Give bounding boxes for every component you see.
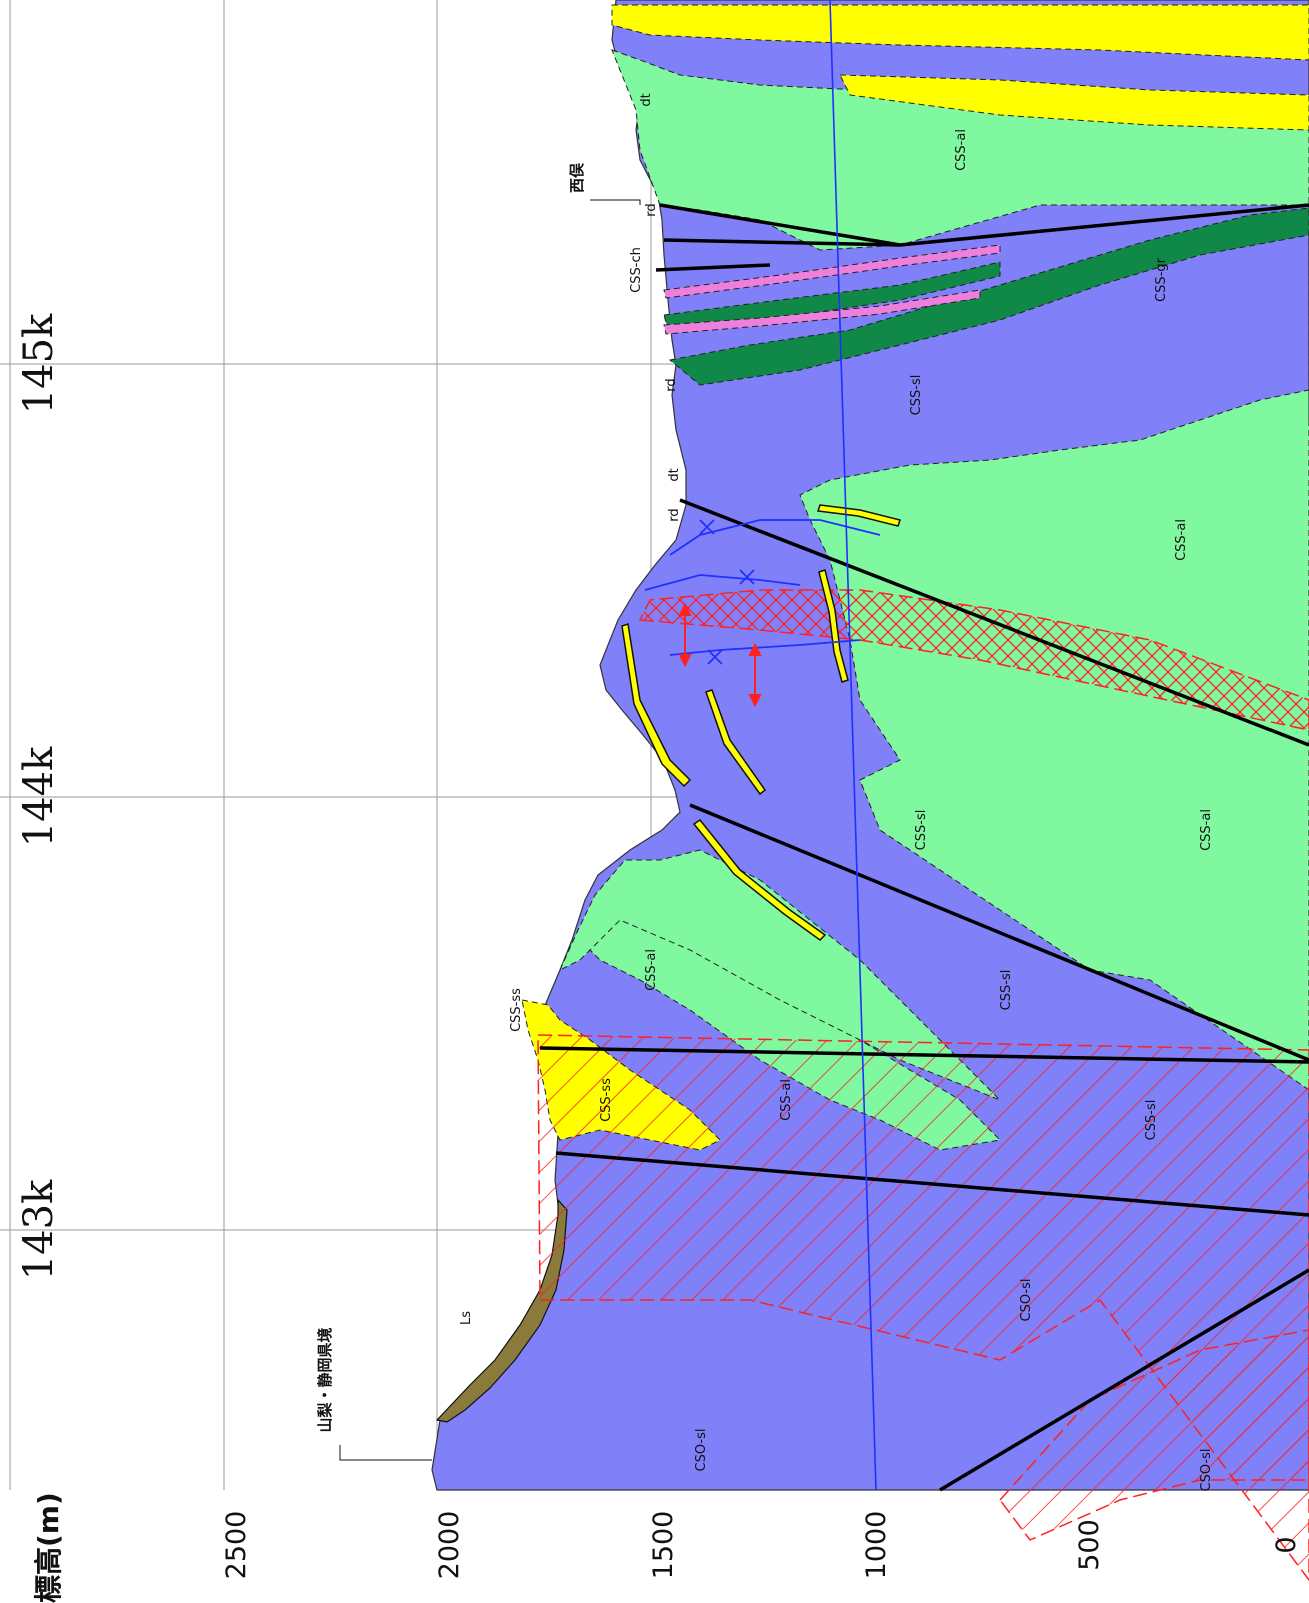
- axis-tick-1500: 1500: [648, 1511, 679, 1580]
- station-144k-group: 144k: [16, 746, 62, 847]
- cso-sl-top-group: CSO-sl: [694, 1429, 709, 1472]
- css-sl-b-group: CSS-sl: [999, 970, 1014, 1011]
- unit-rd-a: rd: [644, 203, 659, 216]
- unit-css-al-e: CSS-al: [954, 129, 969, 171]
- unit-css-gr: CSS-gr: [1154, 257, 1169, 302]
- sandstone-band-2: [839, 74, 1309, 131]
- rd-c-group: rd: [667, 508, 682, 521]
- chert-band-2: [663, 289, 981, 335]
- unit-labels: CSO-sl CSO-sl CSO-sl CSS-ss CSS-ss CSS-a…: [459, 93, 1214, 1491]
- nishimata-leader: [590, 199, 641, 205]
- axis-tick-2000: 2000: [434, 1511, 465, 1580]
- greenrock-band-1: [668, 207, 1309, 386]
- station-145k-group: 145k: [16, 313, 62, 414]
- station-143k-group: 143k: [16, 1179, 62, 1280]
- tunnel-alignment: [829, 0, 877, 1491]
- dt-a-group: dt: [639, 93, 654, 106]
- axis-title-group: 標高(m): [32, 1492, 65, 1603]
- unit-ls: Ls: [459, 1311, 474, 1325]
- css-sl-d-group: CSS-sl: [909, 375, 924, 416]
- unit-css-sl-a: CSS-sl: [914, 810, 929, 851]
- axis-title: 標高(m): [32, 1492, 65, 1603]
- station-145k: 145k: [16, 313, 62, 414]
- faults: [539, 203, 1309, 1492]
- rd-a-group: rd: [644, 203, 659, 216]
- nishimata-label: 西俣: [568, 162, 586, 193]
- unit-css-sl-d: CSS-sl: [909, 375, 924, 416]
- sandstone-lens-5: [816, 504, 901, 527]
- css-ch-group: CSS-ch: [629, 247, 644, 293]
- css-al-c-group: CSS-al: [1199, 809, 1214, 851]
- unit-dt-b: dt: [667, 468, 682, 481]
- boundary-label-group: 山梨・静岡県境: [316, 1327, 334, 1432]
- unit-rd-c: rd: [667, 508, 682, 521]
- geology-fills: [431, 0, 1309, 1582]
- fracture-zone-lower: [999, 1329, 1309, 1541]
- css-al-e-group: CSS-al: [954, 129, 969, 171]
- cso-sl-mid-group: CSO-sl: [1019, 1279, 1034, 1322]
- unit-css-al-c: CSS-al: [1199, 809, 1214, 851]
- axis-tick-1500-group: 1500: [648, 1511, 679, 1580]
- axis-tick-1000-group: 1000: [861, 1511, 892, 1580]
- sandstone-lens-4: [818, 569, 849, 683]
- fracture-zone-large: [537, 1034, 1309, 1582]
- unit-css-al-a: CSS-al: [644, 949, 659, 991]
- axis-tick-500-group: 500: [1074, 1519, 1105, 1571]
- greenstone-surface: [558, 849, 1001, 1101]
- css-sl-c-group: CSS-sl: [1144, 1100, 1159, 1141]
- unit-cso-sl-mid: CSO-sl: [1019, 1279, 1034, 1322]
- sandstone-lens-2: [705, 689, 767, 796]
- vergence-arrows: [678, 602, 762, 708]
- css-gr-group: CSS-gr: [1154, 257, 1169, 302]
- axis-tick-2500: 2500: [221, 1511, 252, 1580]
- axis-tick-500: 500: [1074, 1519, 1105, 1571]
- unit-css-sl-c: CSS-sl: [1144, 1100, 1159, 1141]
- unit-css-al-b: CSS-al: [779, 1079, 794, 1121]
- station-143k: 143k: [16, 1179, 62, 1280]
- unit-css-ss-label: CSS-ss: [509, 988, 524, 1032]
- boundary-leader: [339, 1445, 432, 1461]
- unit-css-ch: CSS-ch: [629, 247, 644, 293]
- dt-b-group: dt: [667, 468, 682, 481]
- nishimata-label-group: 西俣: [568, 162, 586, 193]
- rd-b-group: rd: [664, 378, 679, 391]
- css-al-a-group: CSS-al: [644, 949, 659, 991]
- station-144k: 144k: [16, 746, 62, 847]
- css-ss-inner-group: CSS-ss: [599, 1078, 614, 1122]
- prefecture-boundary-label: 山梨・静岡県境: [316, 1327, 334, 1432]
- css-al-d-group: CSS-al: [1174, 519, 1189, 561]
- css-sl-a-group: CSS-sl: [914, 810, 929, 851]
- css-ss-label-group: CSS-ss: [509, 988, 524, 1032]
- chert-band-1: [663, 244, 1001, 299]
- sandstone-lens-1: [621, 623, 692, 788]
- sandstone-band-1: [611, 4, 1309, 61]
- unit-css-ss-inner: CSS-ss: [599, 1078, 614, 1122]
- unit-dt-a: dt: [639, 93, 654, 106]
- unit-cso-sl-bottom: CSO-sl: [1199, 1449, 1214, 1492]
- axis-tick-0: 0: [1271, 1536, 1302, 1553]
- css-al-b-group: CSS-al: [779, 1079, 794, 1121]
- ls-group: Ls: [459, 1311, 474, 1325]
- unit-rd-b: rd: [664, 378, 679, 391]
- axis-tick-2500-group: 2500: [221, 1511, 252, 1580]
- cso-sl-bottom-group: CSO-sl: [1199, 1449, 1214, 1492]
- unit-css-sl-b: CSS-sl: [999, 970, 1014, 1011]
- sandstone-lens-3: [692, 818, 827, 941]
- unit-cso-sl-top: CSO-sl: [694, 1429, 709, 1472]
- axis-tick-0-group: 0: [1271, 1536, 1302, 1553]
- axis-tick-1000: 1000: [861, 1511, 892, 1580]
- axis-tick-2000-group: 2000: [434, 1511, 465, 1580]
- fold-symbols: [644, 519, 881, 665]
- unit-css-al-d: CSS-al: [1174, 519, 1189, 561]
